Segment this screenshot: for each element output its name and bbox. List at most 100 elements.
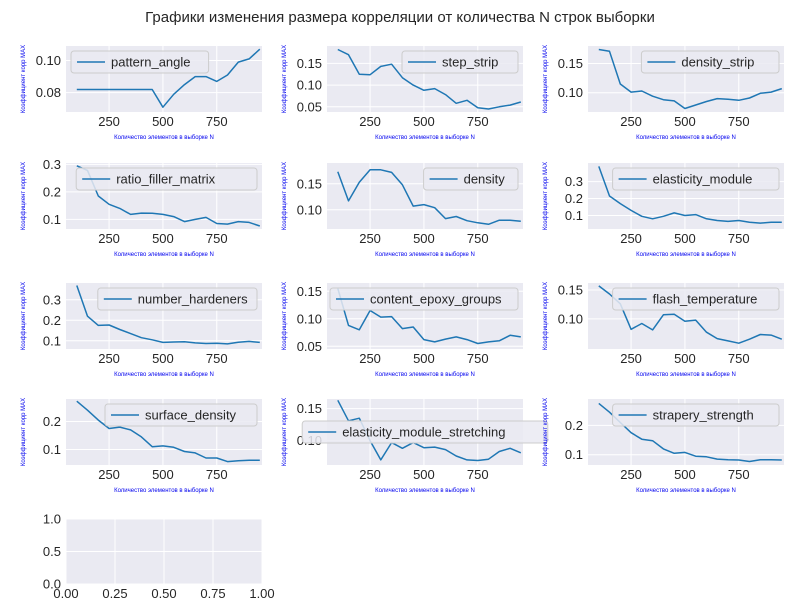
series-line-strapery_strength [598, 402, 782, 463]
x-axis-label: Количество элементов в выборке N [636, 135, 736, 141]
x-tick-label: 250 [98, 467, 120, 482]
x-axis-label: Количество элементов в выборке N [114, 252, 214, 258]
legend: elasticity_module_stretching [301, 420, 549, 444]
y-tick-label: 0.15 [297, 284, 322, 299]
x-tick-label: 750 [206, 467, 228, 482]
x-tick-label: 500 [674, 114, 696, 129]
subplot-13: 0.00 0.25 0.50 0.75 1.00 0.0 0.5 1.0 [43, 512, 275, 602]
legend: flash_temperature [612, 287, 780, 311]
y-tick-label: 0.10 [297, 202, 322, 217]
x-axis-label: Количество элементов в выборке N [375, 488, 475, 494]
x-tick-label: 500 [152, 467, 174, 482]
legend: pattern_angle [70, 50, 210, 74]
x-tick-label: 250 [359, 231, 381, 246]
series-line-surface_density [76, 400, 260, 463]
y-axis-label: Коэффициент корр MAX [21, 282, 27, 350]
x-tick-label: 500 [152, 231, 174, 246]
x-tick-label: 0.50 [151, 586, 176, 600]
legend: strapery_strength [612, 403, 780, 427]
x-tick-label: 500 [152, 351, 174, 366]
legend-label: strapery_strength [653, 408, 754, 423]
y-tick-label: 0.3 [43, 157, 61, 172]
y-tick-label: 0.15 [297, 56, 322, 71]
legend-label: number_hardeners [138, 292, 248, 307]
x-axis-label: Количество элементов в выборке N [375, 252, 475, 258]
series-line-step_strip [337, 48, 522, 110]
subplot-3: 250 500 750 0.10 0.15 Количество элементов в … [543, 45, 784, 141]
y-tick-label: 0.3 [43, 292, 61, 307]
x-tick-label: 250 [620, 467, 642, 482]
y-tick-label: 0.05 [297, 99, 322, 114]
x-tick-label: 0.25 [102, 586, 127, 600]
y-axis-label: Коэффициент корр MAX [21, 398, 27, 466]
legend-label: step_strip [442, 55, 498, 70]
x-tick-label: 750 [728, 114, 750, 129]
x-tick-label: 500 [674, 467, 696, 482]
x-tick-label: 500 [413, 114, 435, 129]
x-tick-label: 750 [467, 351, 489, 366]
x-tick-label: 500 [674, 351, 696, 366]
y-axis-label: Коэффициент корр MAX [543, 162, 549, 230]
x-tick-label: 750 [728, 231, 750, 246]
x-axis-label: Количество элементов в выборке N [114, 488, 214, 494]
series-line-content_epoxy_groups [337, 288, 521, 345]
figure-title: Графики изменения размера корреляции от … [145, 9, 655, 26]
legend-box [75, 167, 258, 191]
subplot-10: 250 500 750 0.1 0.2 Количество элементов в вы… [21, 398, 262, 494]
legend-box [104, 403, 258, 427]
y-tick-label: 0.2 [565, 191, 583, 206]
legend-label: density_strip [681, 55, 754, 70]
x-tick-label: 250 [98, 114, 120, 129]
x-tick-label: 750 [728, 351, 750, 366]
x-axis-label: Количество элементов в выборке N [636, 252, 736, 258]
subplot-5: 250 500 750 0.10 0.15 Количество элементов в … [282, 162, 523, 258]
y-tick-label: 0.2 [43, 414, 61, 429]
legend-box [70, 50, 210, 74]
y-axis-label: Коэффициент корр MAX [543, 45, 549, 113]
x-tick-label: 750 [467, 231, 489, 246]
x-tick-label: 500 [674, 231, 696, 246]
y-axis-label: Коэффициент корр MAX [282, 45, 288, 113]
legend-box [612, 403, 780, 427]
y-tick-label: 0.15 [297, 176, 322, 191]
legend-label: pattern_angle [111, 55, 191, 70]
x-tick-label: 250 [359, 114, 381, 129]
x-tick-label: 250 [359, 467, 381, 482]
y-tick-label: 0.5 [43, 544, 61, 559]
x-axis-label: Количество элементов в выборке N [114, 372, 214, 378]
x-axis-label: Количество элементов в выборке N [375, 372, 475, 378]
series-line-density [337, 169, 521, 226]
y-axis-label: Коэффициент корр MAX [543, 398, 549, 466]
x-tick-label: 500 [413, 467, 435, 482]
subplot-8: 250 500 750 0.05 0.10 0.15 Количество элементо… [282, 282, 523, 378]
legend: number_hardeners [97, 287, 258, 311]
subplot-2: 250 500 750 0.05 0.10 0.15 Количество элементо… [282, 45, 523, 141]
legend-label: content_epoxy_groups [370, 292, 502, 307]
legend-box [301, 420, 549, 444]
y-tick-label: 0.10 [36, 53, 61, 68]
series-line-ratio_filler_matrix [76, 165, 261, 227]
x-tick-label: 250 [98, 351, 120, 366]
x-tick-label: 750 [206, 114, 228, 129]
legend-box [612, 167, 780, 191]
subplot-6: 250 500 750 0.1 0.2 0.3 Количество элементов в… [543, 162, 784, 258]
legend-box [640, 50, 780, 74]
y-tick-label: 0.1 [43, 212, 61, 227]
legend-label: elasticity_module_stretching [342, 425, 505, 440]
subplot-12: 250 500 750 0.1 0.2 Количество элементов в вы… [543, 398, 784, 494]
y-axis-label: Коэффициент корр MAX [21, 45, 27, 113]
x-tick-label: 0.00 [53, 586, 78, 600]
y-tick-label: 0.10 [297, 311, 322, 326]
legend-label: flash_temperature [653, 292, 758, 307]
x-tick-label: 500 [413, 231, 435, 246]
legend: elasticity_module [612, 167, 780, 191]
x-tick-label: 750 [467, 467, 489, 482]
legend-box [423, 167, 519, 191]
y-tick-label: 0.10 [297, 78, 322, 93]
y-tick-label: 0.15 [558, 282, 583, 297]
x-tick-label: 750 [206, 351, 228, 366]
series-line-density_strip [598, 48, 783, 110]
x-tick-label: 0.75 [200, 586, 225, 600]
x-tick-label: 750 [728, 467, 750, 482]
